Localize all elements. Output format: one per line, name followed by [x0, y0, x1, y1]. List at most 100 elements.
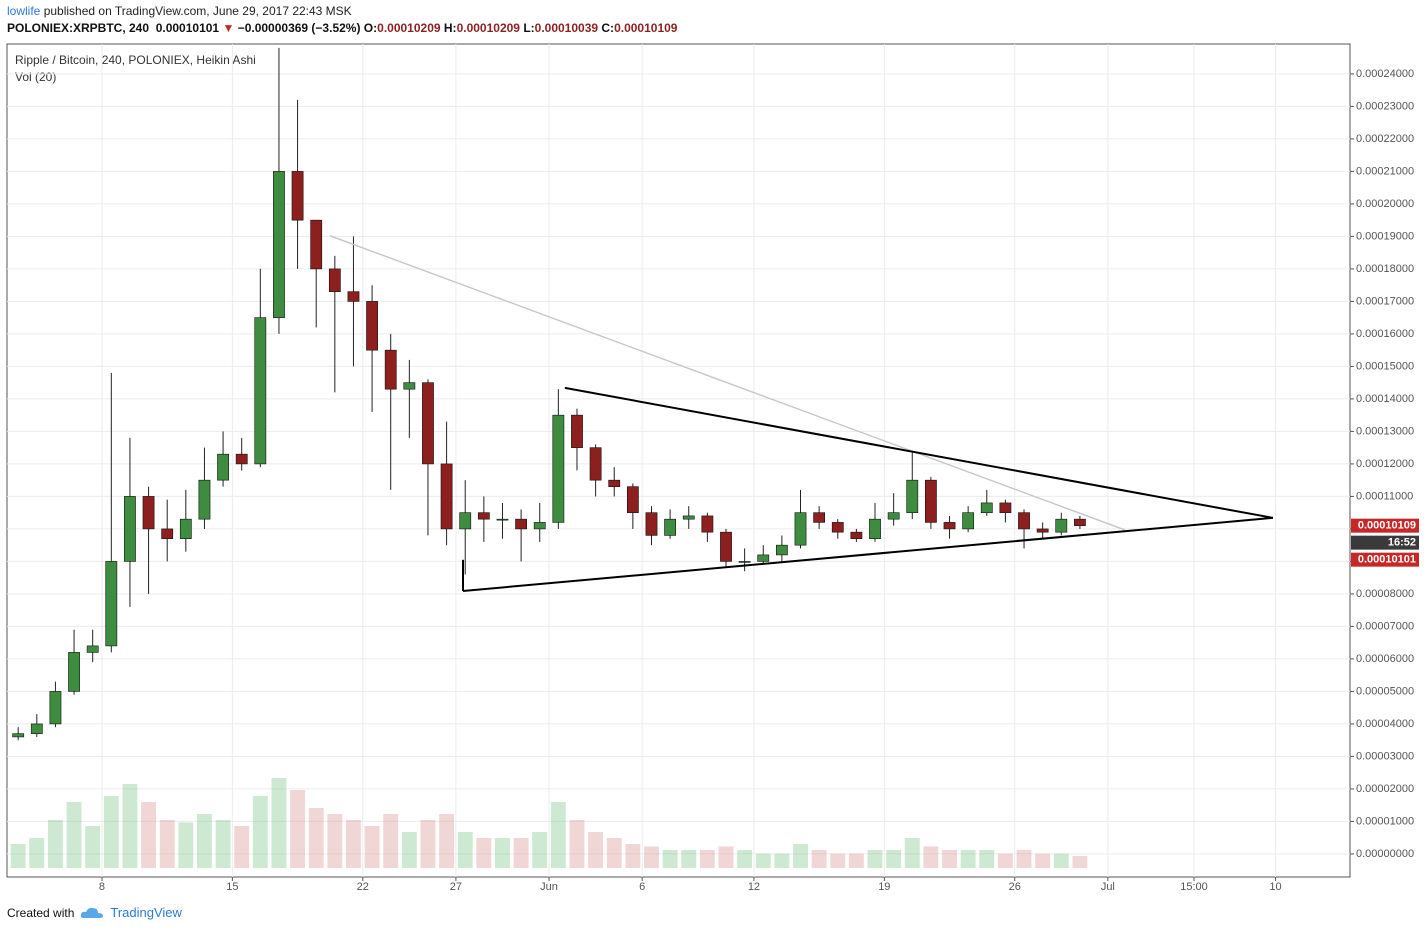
trend-line: [564, 386, 1274, 519]
direction: ▼: [222, 21, 235, 35]
candle-body: [366, 301, 378, 351]
volume-bar: [1053, 853, 1069, 868]
candle-body: [887, 512, 900, 520]
volume-bar: [308, 808, 324, 868]
y-tick-label: 0.00004000: [1356, 718, 1414, 730]
volume-bar: [737, 850, 753, 868]
brand[interactable]: TradingView: [110, 905, 182, 920]
logo[interactable]: [80, 906, 104, 920]
volume-bar: [122, 784, 138, 868]
volume-bar: [644, 846, 659, 868]
candle-body: [440, 463, 453, 530]
volume-bar: [904, 838, 920, 868]
y-tick-label: 0.00006000: [1356, 653, 1414, 665]
published: published on TradingView.com, June 29, 2…: [43, 4, 352, 18]
volume-bar: [1035, 853, 1051, 868]
x-tick-label: 27: [450, 881, 462, 893]
volume-bar: [550, 802, 566, 868]
volume-bar: [997, 853, 1013, 868]
candle-body: [533, 522, 546, 530]
y-tick-label: 0.00014000: [1356, 393, 1414, 405]
candle-body: [30, 723, 43, 734]
volume-bar: [960, 850, 976, 868]
x-tick-label: 8: [99, 881, 105, 893]
change: −0.00000369 (−3.52%): [237, 21, 361, 35]
candle-body: [68, 652, 80, 692]
ohlc-value: 0.00010209: [377, 21, 441, 35]
candle-body: [589, 447, 602, 481]
volume-bar: [457, 832, 473, 868]
symbol: POLONIEX:XRPBTC, 240: [7, 21, 150, 35]
plot-frame: [6, 43, 1351, 878]
x-tick-label: Jun: [540, 881, 558, 893]
chart: Ripple / Bitcoin, 240, POLONIEX, Heikin …: [6, 43, 1419, 893]
y-tick-label: 0.00003000: [1356, 750, 1414, 762]
x-tick-label: Jul: [1101, 881, 1115, 893]
candle-body: [906, 479, 919, 513]
trend-line: [462, 516, 1273, 592]
candle-body: [347, 291, 360, 302]
y-tick-label: 0.00002000: [1356, 783, 1414, 795]
price-tag: [1351, 518, 1419, 533]
candle-body: [925, 479, 937, 523]
candle-body: [1036, 528, 1049, 533]
y-tick-label: 0.00000000: [1356, 848, 1414, 860]
volume-bar: [10, 844, 26, 868]
ohlc-value: 0.00010039: [534, 21, 599, 35]
volume-bar: [401, 832, 417, 868]
y-tick-label: 0.00005000: [1356, 685, 1414, 697]
volume-bar: [234, 826, 250, 868]
y-tick-label: 0.00007000: [1356, 620, 1414, 632]
x-tick-label: 15:00: [1180, 881, 1208, 893]
candle-body: [571, 414, 583, 448]
volume-bar: [103, 796, 119, 868]
volume-bar: [66, 802, 82, 868]
author[interactable]: lowlife: [7, 4, 41, 18]
candle-body: [254, 317, 267, 465]
candle-body: [608, 479, 621, 487]
candle-body: [124, 496, 136, 562]
y-tick-label: 0.00020000: [1356, 198, 1414, 210]
volume-bar: [513, 838, 529, 868]
price-tag-label: 0.00010109: [1358, 520, 1416, 532]
candle-body: [962, 512, 975, 530]
candle-body: [198, 479, 211, 520]
volume-bar: [625, 844, 641, 868]
volume-bar: [811, 850, 827, 868]
ohlc-label: O:: [363, 21, 378, 35]
y-tick-label: 0.00023000: [1356, 100, 1414, 112]
candle-body: [328, 268, 341, 292]
candle-body: [477, 512, 490, 520]
volume-bar: [662, 850, 678, 868]
y-tick-label: 0.00011000: [1356, 490, 1413, 502]
candle-body: [217, 453, 229, 481]
volume-bar: [886, 850, 902, 868]
ohlc-value: 0.00010209: [456, 21, 520, 35]
y-tick-label: 0.00018000: [1356, 263, 1414, 275]
publish-line: lowlife published on TradingView.com, Ju…: [7, 4, 352, 18]
chart-subtitle: Vol (20): [15, 70, 56, 84]
candle-body: [459, 512, 472, 530]
price-tag-label: 16:52: [1388, 537, 1416, 549]
volume-bar: [439, 814, 455, 868]
ohlc-value: 0.00010109: [614, 21, 678, 35]
candle-body: [682, 515, 695, 520]
y-tick-label: 0.00015000: [1356, 360, 1414, 372]
grid: [7, 44, 1350, 877]
candle-body: [515, 518, 527, 530]
ohlc-label: L:: [523, 21, 535, 35]
y-tick-label: 0.00013000: [1356, 425, 1414, 437]
volume-bar: [420, 820, 436, 868]
volume-bar: [718, 846, 734, 868]
candle-body: [794, 512, 807, 546]
candle-body: [980, 502, 993, 513]
volume-bar: [252, 796, 268, 868]
candle-body: [869, 518, 881, 539]
volume-bar: [178, 822, 194, 868]
y-tick-label: 0.00012000: [1356, 458, 1414, 470]
candle-body: [12, 733, 25, 738]
volume-bar: [606, 838, 622, 868]
candle-body: [738, 561, 751, 563]
candle-body: [49, 691, 62, 725]
